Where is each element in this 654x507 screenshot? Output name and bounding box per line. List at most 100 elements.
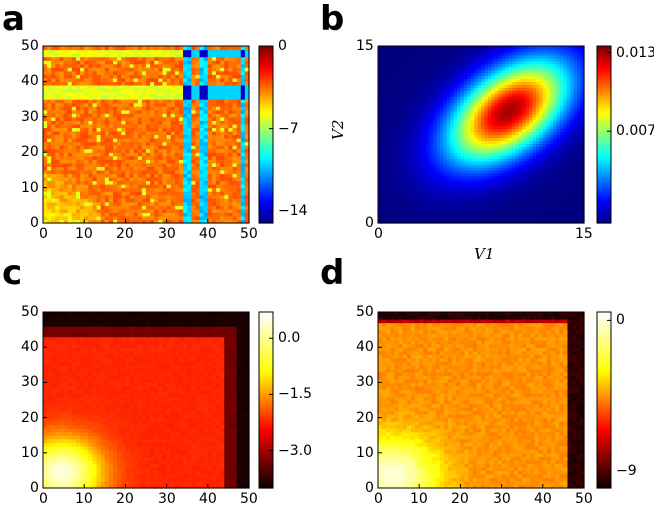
heatmap-cell bbox=[170, 205, 176, 210]
heatmap-cell bbox=[467, 175, 472, 180]
heatmap-cell bbox=[422, 196, 427, 200]
heatmap-cell bbox=[195, 95, 201, 100]
heatmap-cell bbox=[67, 92, 73, 97]
heatmap-cell bbox=[100, 92, 106, 97]
heatmap-cell bbox=[470, 105, 475, 109]
heatmap-cell bbox=[133, 159, 139, 164]
heatmap-cell bbox=[137, 88, 143, 93]
heatmap-cell bbox=[174, 106, 180, 111]
heatmap-cell bbox=[63, 53, 69, 58]
heatmap-cell bbox=[43, 191, 48, 196]
colorbar-segment bbox=[259, 59, 273, 63]
heatmap-cell bbox=[460, 172, 465, 177]
heatmap-cell bbox=[436, 48, 441, 53]
heatmap-cell bbox=[460, 87, 465, 91]
heatmap-cell bbox=[491, 214, 496, 218]
heatmap-cell bbox=[178, 92, 184, 97]
heatmap-cell bbox=[183, 113, 188, 118]
heatmap-cell bbox=[402, 214, 407, 218]
heatmap-cell bbox=[43, 159, 48, 164]
heatmap-cell bbox=[443, 113, 448, 118]
heatmap-cell bbox=[129, 120, 135, 125]
heatmap-cell bbox=[104, 219, 110, 224]
heatmap-cell bbox=[236, 184, 242, 189]
heatmap-cell bbox=[117, 74, 122, 79]
heatmap-cell bbox=[501, 161, 506, 165]
heatmap-cell bbox=[391, 134, 396, 139]
heatmap-cell bbox=[388, 81, 393, 85]
heatmap-cell bbox=[216, 173, 221, 178]
heatmap-cell bbox=[236, 212, 242, 217]
heatmap-cell bbox=[137, 60, 143, 65]
heatmap-cell bbox=[240, 212, 246, 217]
heatmap-cell bbox=[494, 196, 499, 200]
heatmap-cell bbox=[508, 51, 513, 56]
colorbar-segment bbox=[259, 107, 273, 111]
heatmap-cell bbox=[63, 145, 69, 150]
heatmap-cell bbox=[470, 107, 475, 112]
heatmap-cell bbox=[443, 217, 448, 221]
heatmap-cell bbox=[453, 105, 458, 109]
colorbar-segment bbox=[259, 79, 273, 82]
heatmap-cell bbox=[170, 102, 176, 107]
heatmap-cell bbox=[104, 99, 110, 104]
heatmap-cell bbox=[150, 74, 155, 79]
heatmap-cell bbox=[398, 125, 403, 130]
heatmap-cell bbox=[477, 105, 482, 109]
heatmap-cell bbox=[453, 51, 458, 56]
heatmap-cell bbox=[113, 159, 118, 164]
heatmap-cell bbox=[402, 93, 407, 97]
heatmap-cell bbox=[174, 74, 180, 79]
heatmap-cell bbox=[183, 56, 188, 61]
heatmap-cell bbox=[88, 176, 94, 182]
heatmap-cell bbox=[59, 53, 65, 58]
heatmap-cell bbox=[92, 67, 98, 72]
heatmap-cell bbox=[415, 46, 420, 50]
heatmap-cell bbox=[187, 49, 192, 54]
heatmap-cell bbox=[199, 70, 205, 75]
heatmap-cell bbox=[491, 143, 496, 147]
heatmap-cell bbox=[117, 191, 122, 196]
heatmap-cell bbox=[92, 49, 98, 54]
heatmap-cell bbox=[183, 81, 188, 86]
heatmap-cell bbox=[121, 49, 126, 54]
heatmap-cell bbox=[137, 49, 143, 54]
heatmap-cell bbox=[178, 152, 184, 157]
heatmap-cell bbox=[477, 48, 482, 53]
heatmap-cell bbox=[121, 120, 126, 125]
heatmap-cell bbox=[75, 123, 81, 129]
heatmap-cell bbox=[203, 141, 209, 146]
heatmap-cell bbox=[244, 187, 250, 192]
heatmap-cell bbox=[199, 145, 205, 150]
heatmap-cell bbox=[108, 130, 114, 136]
heatmap-cell bbox=[224, 198, 229, 203]
heatmap-cell bbox=[398, 57, 403, 62]
heatmap-cell bbox=[505, 161, 510, 165]
heatmap-cell bbox=[439, 202, 444, 206]
heatmap-cell bbox=[426, 152, 431, 156]
heatmap-cell bbox=[178, 198, 184, 203]
heatmap-cell bbox=[216, 113, 221, 118]
heatmap-cell bbox=[419, 113, 424, 118]
heatmap-cell bbox=[166, 212, 172, 217]
heatmap-cell bbox=[244, 138, 250, 143]
heatmap-cell bbox=[63, 180, 69, 185]
heatmap-cell bbox=[71, 81, 77, 86]
heatmap-cell bbox=[395, 214, 400, 218]
heatmap-cell bbox=[398, 51, 403, 56]
heatmap-cell bbox=[75, 116, 81, 121]
heatmap-cell bbox=[467, 164, 472, 168]
heatmap-cell bbox=[408, 75, 413, 80]
heatmap-cell bbox=[154, 92, 159, 97]
heatmap-cell bbox=[162, 219, 168, 224]
heatmap-cell bbox=[141, 74, 147, 79]
heatmap-cell bbox=[113, 53, 118, 58]
heatmap-cell bbox=[178, 49, 184, 54]
heatmap-cell bbox=[378, 143, 383, 147]
heatmap-cell bbox=[426, 178, 431, 183]
heatmap-cell bbox=[501, 122, 506, 127]
heatmap-cell bbox=[236, 46, 242, 51]
heatmap-cell bbox=[88, 84, 94, 90]
heatmap-cell bbox=[216, 191, 221, 196]
heatmap-cell bbox=[236, 92, 242, 97]
